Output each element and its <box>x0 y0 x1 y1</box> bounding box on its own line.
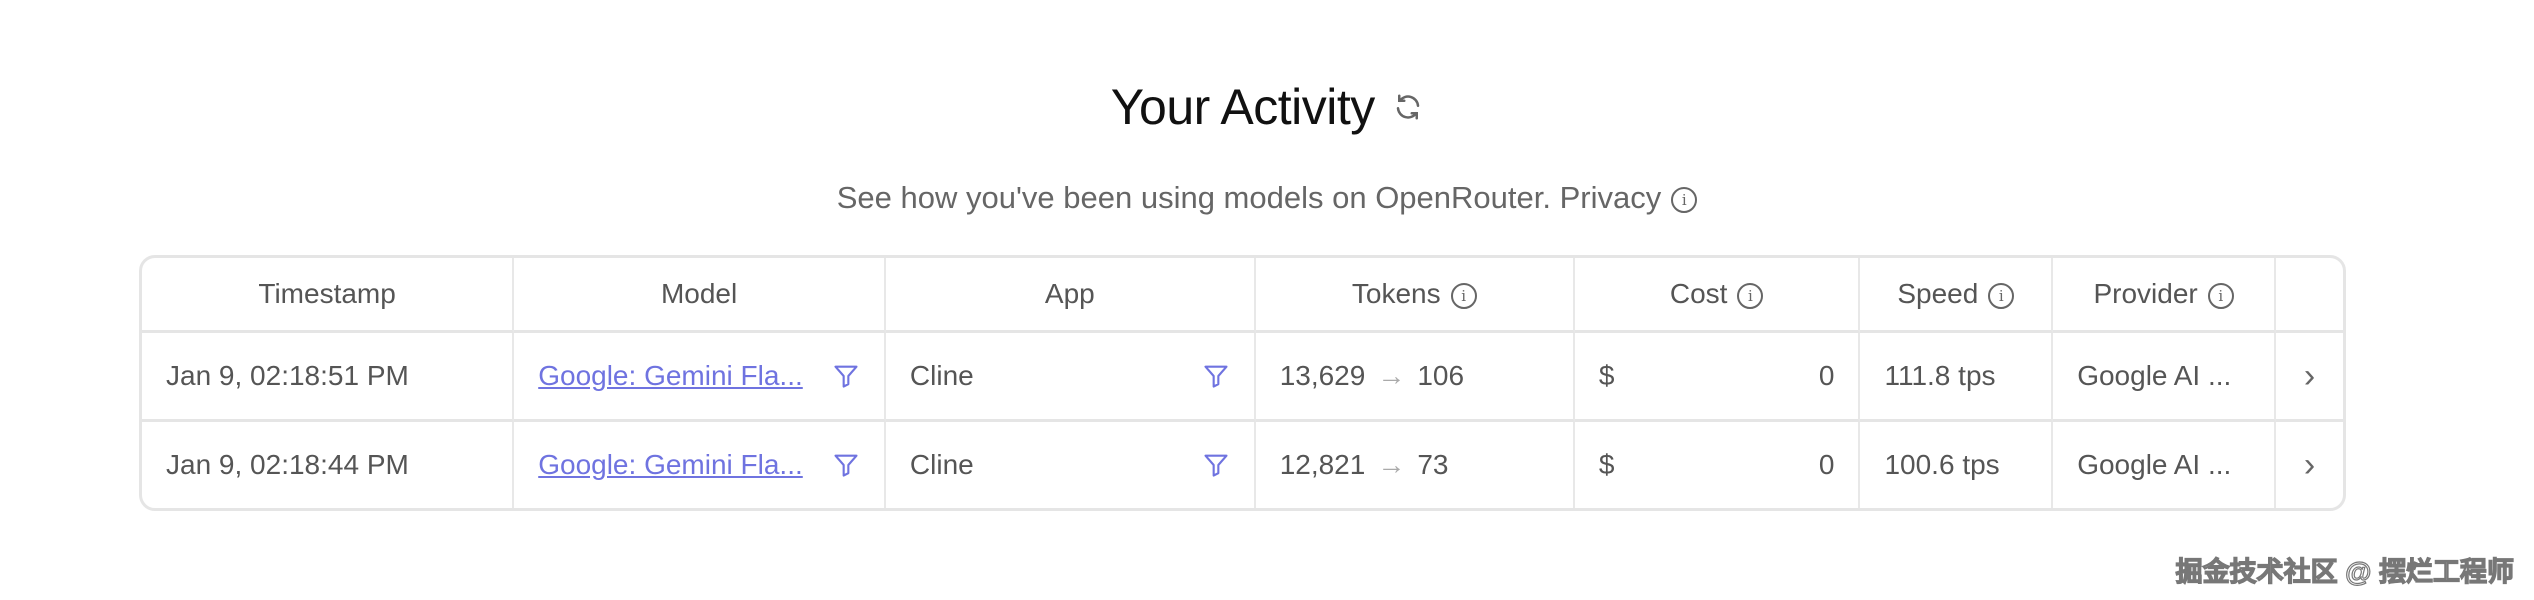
header-tokens-label: Tokens <box>1351 278 1441 309</box>
activity-table: Timestamp Model App Tokens i Cost i Speed i… <box>139 255 2346 511</box>
cost-currency: $ <box>1598 449 1615 480</box>
cost-value: 0 <box>1818 449 1835 480</box>
tokens-in: 12,821 <box>1279 449 1366 480</box>
tokens-out: 106 <box>1417 360 1465 391</box>
chevron-right-icon[interactable]: › <box>2276 333 2343 422</box>
filter-icon[interactable] <box>1202 362 1230 390</box>
tokens-out: 73 <box>1417 449 1449 480</box>
table-row[interactable]: Jan 9, 02:18:51 PM Google: Gemini Fla...… <box>142 333 2343 422</box>
info-icon[interactable]: i <box>1671 186 1698 213</box>
timestamp-cell: Jan 9, 02:18:44 PM <box>142 422 515 508</box>
model-link[interactable]: Google: Gemini Fla... <box>538 360 803 391</box>
refresh-icon[interactable] <box>1393 92 1423 122</box>
info-icon[interactable]: i <box>1988 282 2015 309</box>
cost-cell: $0 <box>1574 333 1861 422</box>
header-timestamp[interactable]: Timestamp <box>142 258 515 333</box>
header-app[interactable]: App <box>885 258 1256 333</box>
header: Your Activity <box>0 78 2534 136</box>
app-cell: Cline <box>886 422 1256 508</box>
model-cell: Google: Gemini Fla... <box>514 422 886 508</box>
arrow-right-icon: → <box>1377 449 1406 480</box>
header-model[interactable]: Model <box>514 258 886 333</box>
header-cost-label: Cost <box>1669 278 1728 309</box>
header-speed-label: Speed <box>1897 278 1979 309</box>
header-provider[interactable]: Provider i <box>2053 258 2277 333</box>
model-link[interactable]: Google: Gemini Fla... <box>538 449 803 480</box>
header-provider-label: Provider <box>2093 278 2198 309</box>
info-icon[interactable]: i <box>1450 282 1477 309</box>
subtitle: See how you've been using models on Open… <box>0 180 2534 216</box>
app-name: Cline <box>909 360 974 391</box>
tokens-cell: 12,821 → 73 <box>1256 422 1575 508</box>
arrow-right-icon: → <box>1377 360 1406 391</box>
header-expand <box>2276 258 2343 333</box>
info-icon[interactable]: i <box>2207 282 2234 309</box>
speed-cell: 111.8 tps <box>1860 333 2054 422</box>
table-row[interactable]: Jan 9, 02:18:44 PM Google: Gemini Fla...… <box>142 422 2343 508</box>
cost-currency: $ <box>1598 360 1615 391</box>
provider-cell: Google AI ... <box>2053 333 2277 422</box>
filter-icon[interactable] <box>832 362 860 390</box>
cost-value: 0 <box>1818 360 1835 391</box>
table-header-row: Timestamp Model App Tokens i Cost i Speed i… <box>142 258 2343 333</box>
model-cell: Google: Gemini Fla... <box>514 333 886 422</box>
provider-cell: Google AI ... <box>2053 422 2277 508</box>
filter-icon[interactable] <box>832 451 860 479</box>
page-title: Your Activity <box>1110 79 1376 135</box>
tokens-in: 13,629 <box>1279 360 1366 391</box>
subtitle-text: See how you've been using models on Open… <box>836 180 1551 215</box>
header-tokens[interactable]: Tokens i <box>1255 258 1575 333</box>
header-cost[interactable]: Cost i <box>1574 258 1861 333</box>
app-name: Cline <box>909 449 974 480</box>
app-cell: Cline <box>885 333 1256 422</box>
privacy-link[interactable]: Privacy <box>1559 180 1662 215</box>
cost-cell: $0 <box>1575 422 1861 508</box>
header-speed[interactable]: Speed i <box>1860 258 2054 333</box>
watermark: 掘金技术社区 @ 摆烂工程师 <box>2175 556 2515 587</box>
timestamp-cell: Jan 9, 02:18:51 PM <box>142 333 515 422</box>
info-icon[interactable]: i <box>1737 282 1764 309</box>
tokens-cell: 13,629 → 106 <box>1255 333 1575 422</box>
filter-icon[interactable] <box>1202 451 1230 479</box>
chevron-right-icon[interactable]: › <box>2303 445 2316 484</box>
speed-cell: 100.6 tps <box>1860 422 2054 508</box>
